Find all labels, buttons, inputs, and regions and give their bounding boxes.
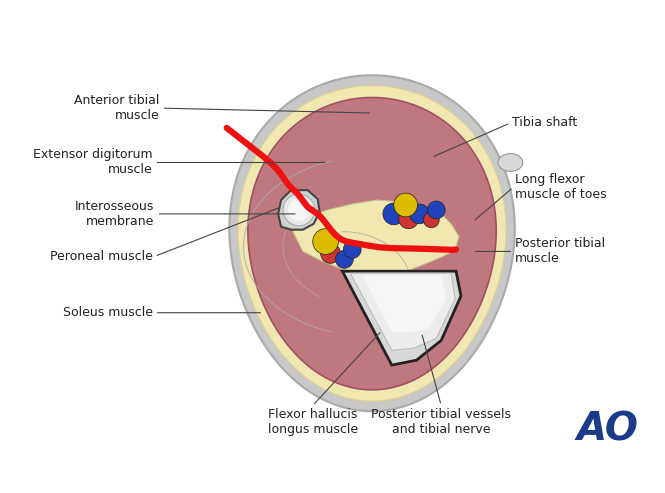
Circle shape (399, 209, 418, 229)
Text: AO: AO (577, 410, 638, 448)
Polygon shape (342, 271, 461, 365)
Text: Peroneal muscle: Peroneal muscle (50, 250, 152, 263)
Circle shape (313, 229, 338, 254)
Circle shape (335, 250, 353, 268)
Text: Flexor hallucis
longus muscle: Flexor hallucis longus muscle (267, 408, 358, 436)
Text: Anterior tibial
muscle: Anterior tibial muscle (74, 94, 160, 122)
Text: Soleus muscle: Soleus muscle (63, 306, 152, 319)
Polygon shape (238, 85, 506, 401)
Text: Interosseous
membrane: Interosseous membrane (75, 200, 154, 228)
Circle shape (321, 244, 340, 263)
Polygon shape (229, 75, 515, 411)
Polygon shape (293, 200, 459, 273)
Polygon shape (350, 273, 455, 351)
Circle shape (383, 203, 404, 225)
Ellipse shape (498, 154, 523, 172)
Circle shape (424, 212, 440, 228)
Text: Posterior tibial
muscle: Posterior tibial muscle (515, 238, 605, 265)
Circle shape (410, 204, 430, 224)
Ellipse shape (288, 199, 310, 221)
Circle shape (343, 241, 361, 258)
Circle shape (394, 193, 418, 217)
Polygon shape (278, 190, 320, 230)
Ellipse shape (283, 194, 315, 226)
Polygon shape (248, 98, 496, 390)
Text: Long flexor
muscle of toes: Long flexor muscle of toes (515, 173, 607, 201)
Text: Tibia shaft: Tibia shaft (513, 116, 578, 130)
Text: Posterior tibial vessels
and tibial nerve: Posterior tibial vessels and tibial nerv… (371, 408, 511, 436)
Circle shape (428, 201, 445, 219)
Text: Extensor digitorum
muscle: Extensor digitorum muscle (33, 148, 152, 176)
Polygon shape (362, 275, 446, 332)
